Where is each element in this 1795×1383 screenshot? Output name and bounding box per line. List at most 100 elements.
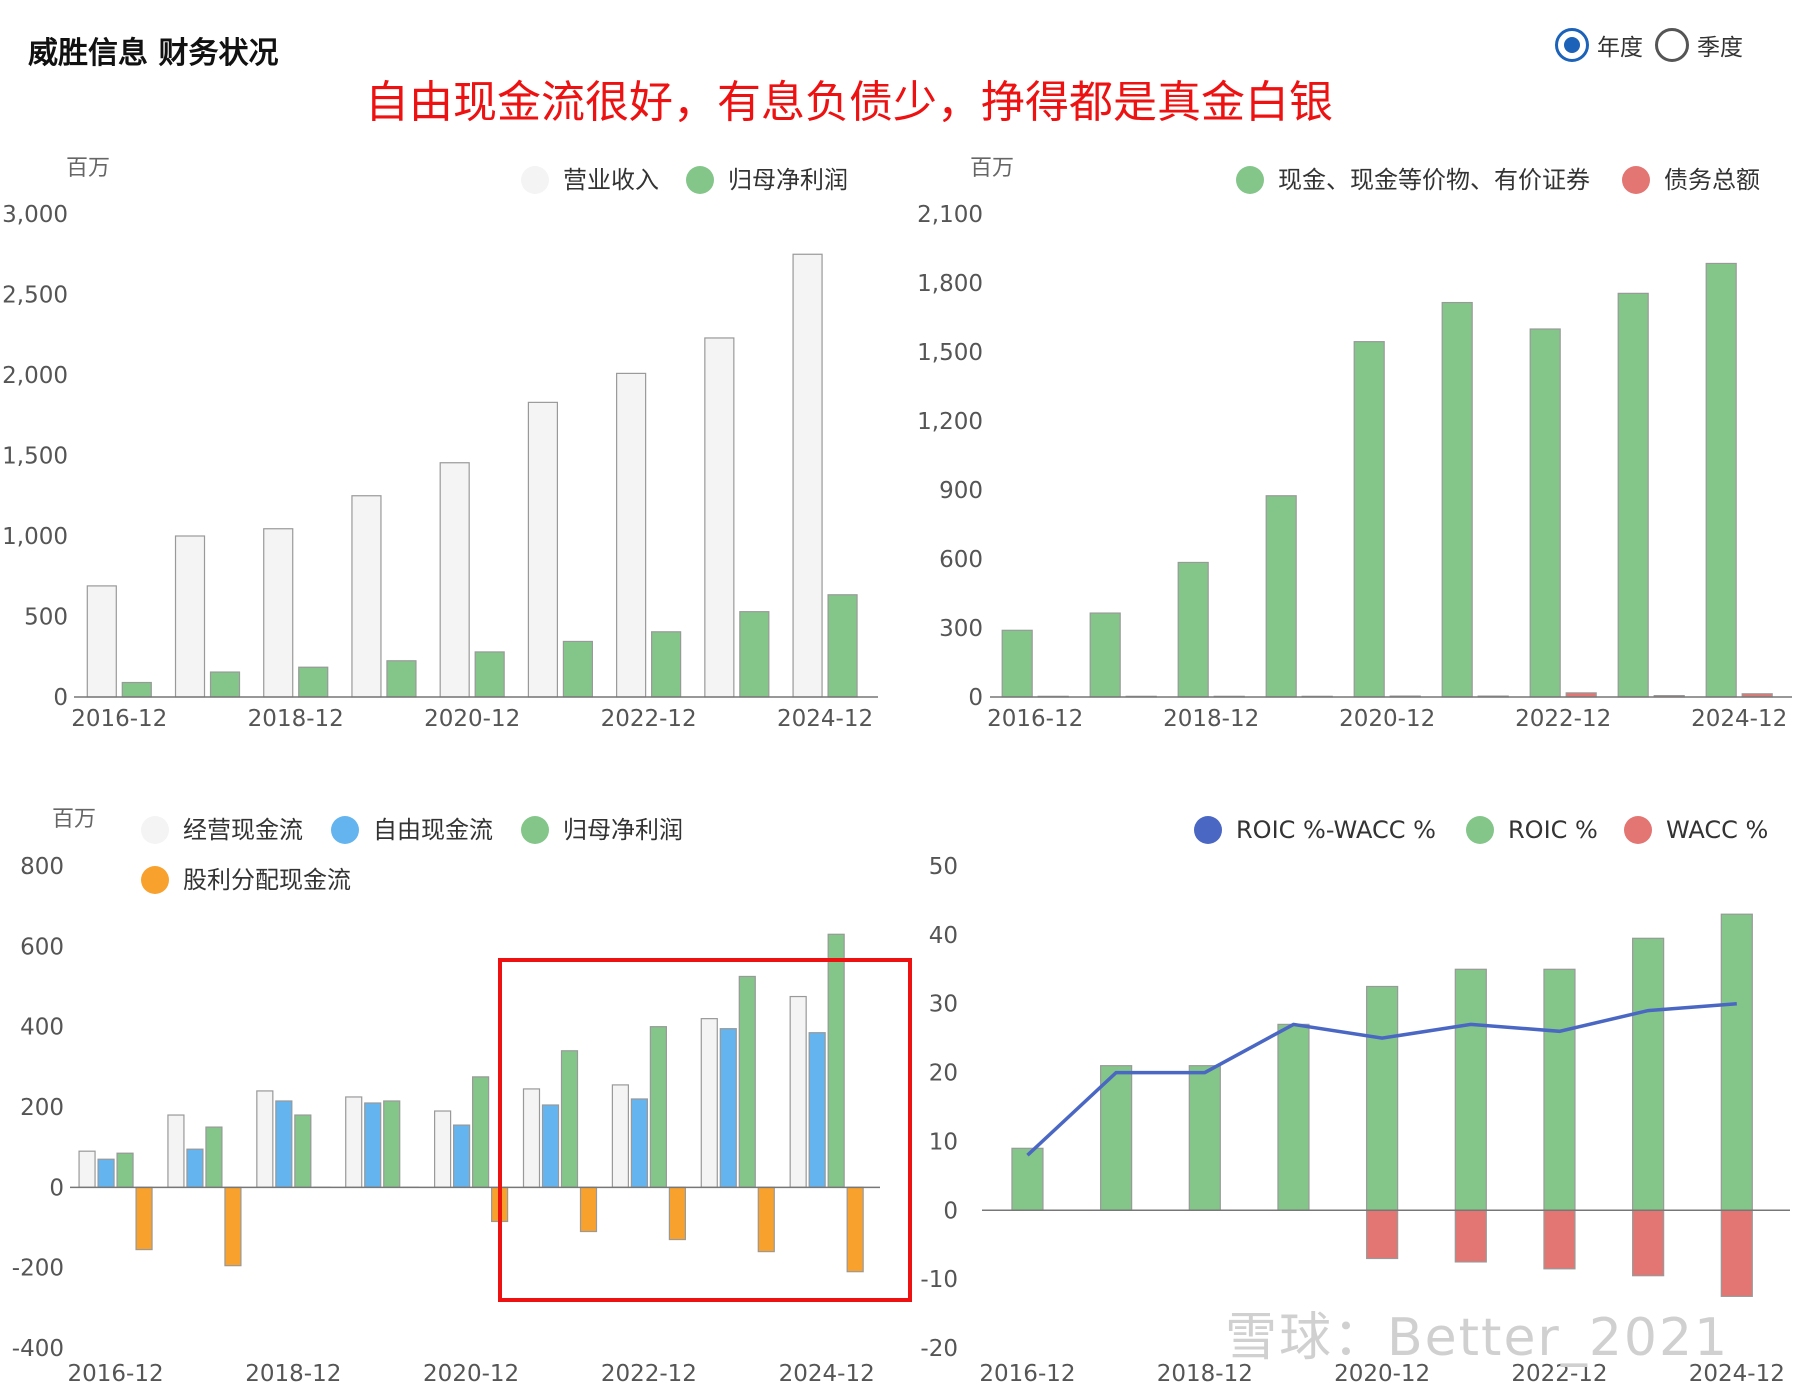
y-tick-label: -200 (12, 1256, 64, 1282)
line-ROIC %-WACC % (1026, 1001, 1737, 1157)
x-tick-label: 2018-12 (1157, 1361, 1253, 1383)
y-tick-label: -10 (920, 1267, 958, 1293)
x-tick-label: 2020-12 (423, 1361, 519, 1383)
bar-现金、现金等价物、有价证券-2019-12 (1265, 495, 1297, 698)
legend-marker (686, 166, 714, 194)
y-tick-label: 900 (939, 478, 983, 504)
bar-经营现金流-2020-12 (434, 1110, 452, 1188)
page-title: 威胜信息 财务状况 (28, 36, 279, 71)
chart-4: -20 -10 0 10 20 30 40 50 2016-12 2018-12 2020-12 20… (920, 816, 1790, 1383)
bar-经营现金流-2021-12 (522, 1088, 541, 1188)
x-tick-label: 2020-12 (424, 706, 520, 732)
bar-自由现金流-2023-12 (719, 1028, 737, 1188)
y-tick-label: 10 (929, 1129, 958, 1155)
legend-label: 经营现金流 (183, 816, 303, 844)
y-tick-label: 50 (929, 854, 958, 880)
bar-股利分配现金流-2021-12 (579, 1186, 598, 1233)
bar-经营现金流-2017-12 (167, 1114, 185, 1188)
legend-marker (1622, 166, 1650, 194)
bar-ROIC %-2018-12 (1188, 1065, 1221, 1211)
y-tick-label: 200 (20, 1095, 64, 1121)
bar-营业收入-2017-12 (174, 535, 206, 698)
bar-营业收入-2019-12 (351, 495, 382, 698)
bar-现金、现金等价物、有价证券-2018-12 (1177, 561, 1209, 698)
y-tick-label: 2,500 (2, 283, 68, 309)
x-tick-label: 2020-12 (1339, 706, 1435, 732)
legend-label: 现金、现金等价物、有价证券 (1278, 166, 1590, 194)
bar-股利分配现金流-2024-12 (846, 1186, 864, 1273)
bar-自由现金流-2020-12 (453, 1124, 471, 1188)
bar-ROIC %-2017-12 (1100, 1065, 1133, 1211)
y-tick-label: 300 (939, 616, 983, 642)
bar-自由现金流-2024-12 (808, 1032, 826, 1188)
bar-归母净利润-2016-12 (121, 681, 152, 698)
bar-归母净利润-2017-12 (209, 671, 241, 698)
y-tick-label: 1,200 (917, 409, 983, 435)
legend-label: WACC % (1666, 816, 1768, 844)
legend-label: 归母净利润 (728, 166, 848, 194)
x-tick-label: 2022-12 (601, 1361, 697, 1383)
legend-marker (331, 816, 359, 844)
bar-股利分配现金流-2017-12 (224, 1186, 242, 1267)
bar-归母净利润-2021-12 (562, 640, 594, 698)
bar-WACC %-2023-12 (1632, 1209, 1665, 1277)
y-tick-label: 0 (49, 1175, 64, 1201)
chart-3: 百万 -400 -200 0 200 400 600 800 2016-12 2018-12 202… (12, 807, 912, 1383)
chart-1: 百万 0 500 1,000 1,500 2,000 2,500 3,000 2016-12 20… (2, 156, 878, 732)
y-tick-label: 2,100 (917, 202, 983, 228)
x-tick-label: 2016-12 (979, 1361, 1075, 1383)
legend-marker (1466, 816, 1494, 844)
bar-现金、现金等价物、有价证券-2016-12 (1001, 629, 1033, 698)
bar-归母净利润-2016-12 (116, 1152, 134, 1188)
y-tick-label: 40 (929, 923, 958, 949)
bar-营业收入-2021-12 (527, 401, 559, 698)
legend-marker (1194, 816, 1222, 844)
bar-归母净利润-2020-12 (472, 1076, 490, 1188)
chart-2: 百万 0 300 600 900 1,200 1,500 1,800 2,100 2016-12 2… (917, 156, 1792, 732)
bar-经营现金流-2024-12 (789, 995, 807, 1188)
bar-现金、现金等价物、有价证券-2020-12 (1353, 341, 1385, 698)
x-tick-label: 2024-12 (1689, 1361, 1785, 1383)
radio-annual-label[interactable]: 年度 (1597, 35, 1643, 61)
bar-股利分配现金流-2023-12 (757, 1186, 775, 1253)
radio-quarterly-label[interactable]: 季度 (1697, 35, 1743, 61)
annotation-text: 自由现金流很好，有息负债少，挣得都是真金白银 (365, 77, 1333, 128)
bar-ROIC %-2021-12 (1454, 968, 1487, 1211)
x-tick-label: 2024-12 (777, 706, 873, 732)
y-tick-label: 1,000 (2, 524, 68, 550)
y-tick-label: 600 (20, 934, 64, 960)
x-tick-label: 2024-12 (1691, 706, 1787, 732)
legend-marker (1236, 166, 1264, 194)
x-tick-label: 2024-12 (779, 1361, 875, 1383)
bar-现金、现金等价物、有价证券-2022-12 (1529, 328, 1561, 698)
radio-annual[interactable] (1555, 28, 1589, 62)
bar-营业收入-2023-12 (704, 337, 735, 698)
bar-营业收入-2018-12 (263, 528, 294, 698)
y-tick-label: -400 (12, 1336, 64, 1362)
y-tick-label: 0 (968, 685, 983, 711)
bar-归母净利润-2018-12 (298, 666, 329, 698)
legend-label: 股利分配现金流 (183, 866, 351, 894)
bar-WACC %-2022-12 (1543, 1209, 1576, 1270)
bar-归母净利润-2017-12 (205, 1126, 223, 1188)
legend-label: 归母净利润 (563, 816, 683, 844)
x-tick-label: 2018-12 (1163, 706, 1259, 732)
bar-WACC %-2021-12 (1454, 1209, 1487, 1263)
bar-归母净利润-2022-12 (651, 631, 682, 698)
bar-ROIC %-2023-12 (1632, 937, 1665, 1211)
legend-marker (141, 866, 169, 894)
bar-营业收入-2024-12 (792, 253, 823, 698)
x-tick-label: 2022-12 (601, 706, 697, 732)
bar-现金、现金等价物、有价证券-2023-12 (1617, 292, 1649, 698)
bar-归母净利润-2023-12 (738, 975, 756, 1188)
bar-经营现金流-2022-12 (611, 1084, 629, 1188)
bar-归母净利润-2019-12 (383, 1100, 401, 1188)
bar-营业收入-2016-12 (86, 585, 117, 698)
y-tick-label: 30 (929, 992, 958, 1018)
x-tick-label: 2016-12 (68, 1361, 164, 1383)
bar-归母净利润-2018-12 (294, 1114, 312, 1188)
y-tick-label: 0 (53, 685, 68, 711)
radio-quarterly[interactable] (1655, 28, 1689, 62)
legend-marker (521, 166, 549, 194)
bar-归母净利润-2020-12 (474, 651, 505, 698)
